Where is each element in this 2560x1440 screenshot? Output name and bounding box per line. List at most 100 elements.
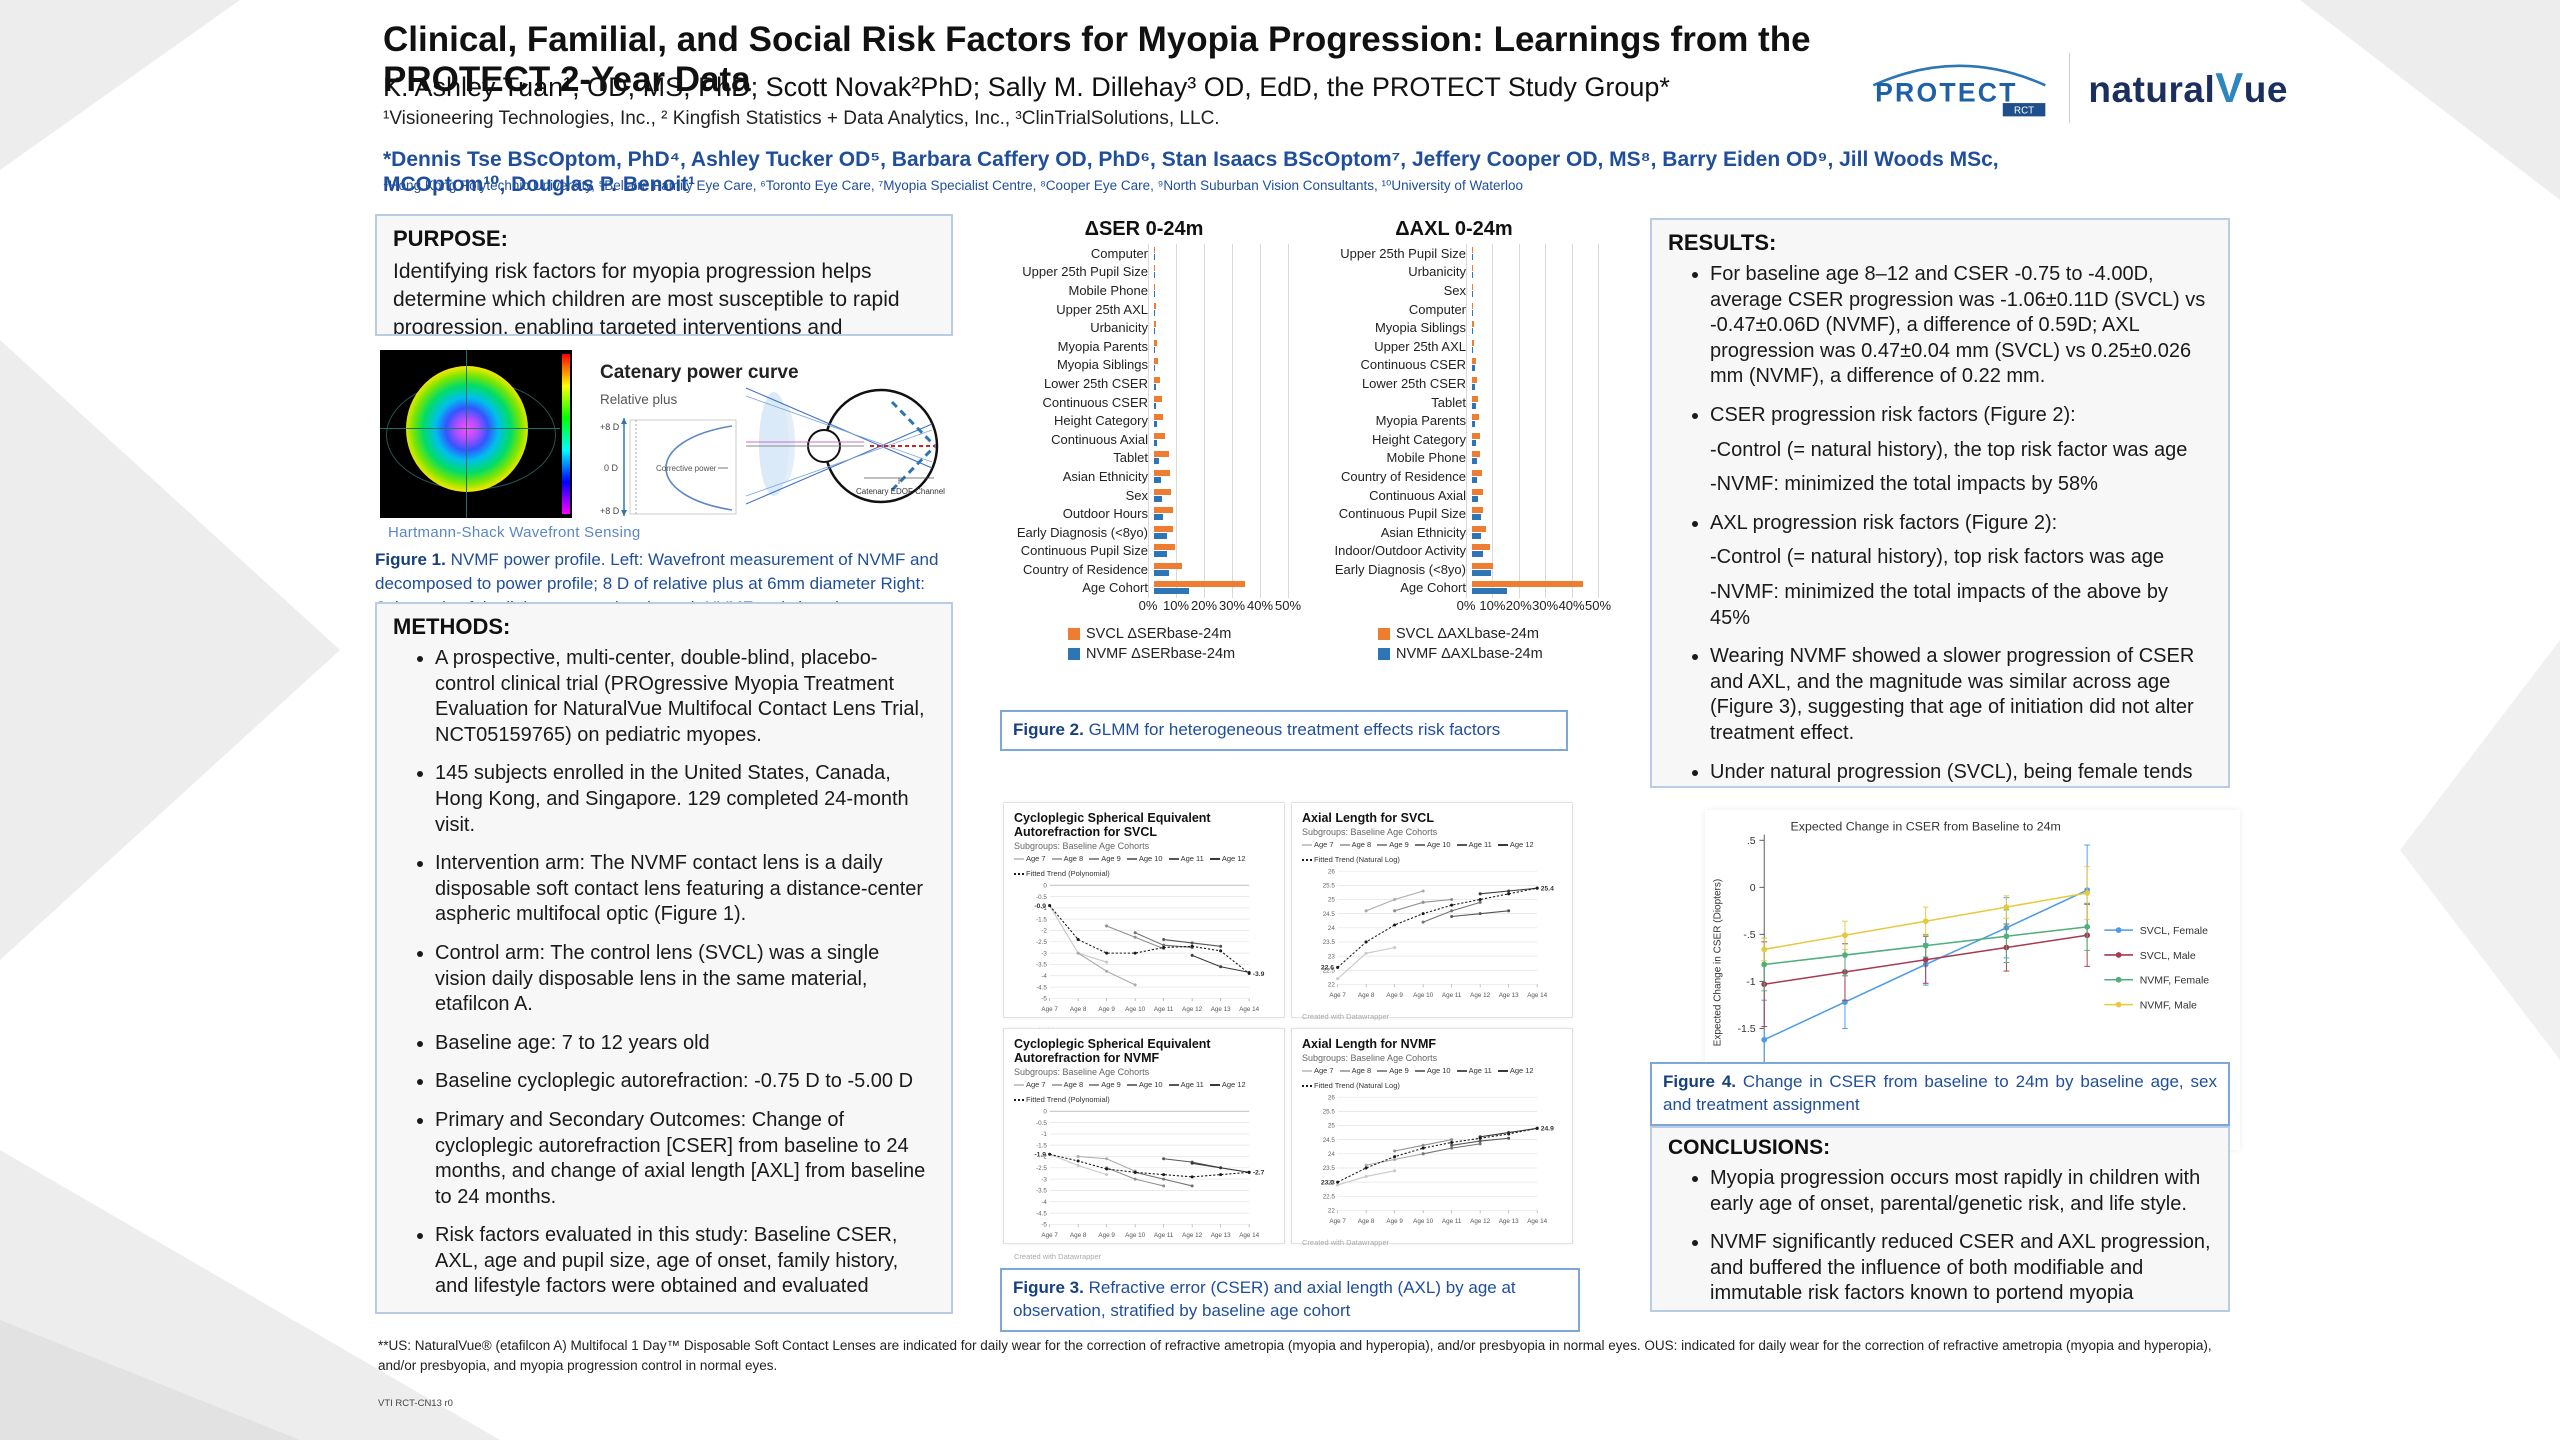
bar-row: Upper 25th Pupil Size [1308, 244, 1600, 263]
legend-item: Fitted Trend (Polynomial) [1014, 1095, 1110, 1104]
bar [1154, 451, 1169, 458]
bar-category-label: Lower 25th CSER [1043, 375, 1148, 391]
bar-category-label: Lower 25th CSER [1361, 375, 1466, 391]
bar [1472, 328, 1474, 335]
mini-chart-subtitle: Subgroups: Baseline Age Cohorts [1014, 1067, 1150, 1077]
figure2-caption-text: GLMM for heterogeneous treatment effects… [1083, 720, 1501, 739]
bar-category-label: Continuous Axial [1051, 431, 1148, 447]
mini-chart-subtitle: Subgroups: Baseline Age Cohorts [1014, 841, 1150, 851]
svg-text:-5: -5 [1041, 996, 1047, 1003]
bar-row: Country of Residence [1308, 467, 1600, 486]
mini-chart-footer: Created with Datawrapper [1302, 1012, 1390, 1021]
mini-chart-title: Axial Length for SVCL [1302, 811, 1434, 825]
bar [1472, 588, 1508, 595]
axis-tick-label: 50% [1584, 598, 1612, 613]
legend-item: Age 7 [1302, 1066, 1334, 1075]
svg-text:26: 26 [1328, 868, 1335, 875]
mini-chart-subtitle: Subgroups: Baseline Age Cohorts [1302, 1053, 1438, 1063]
svg-text:Catenary EDOF Channel: Catenary EDOF Channel [856, 487, 945, 496]
bar-category-label: Height Category [1372, 431, 1466, 447]
catenary-diagram: Catenary power curve Relative plus +8 D … [592, 352, 954, 522]
bar [1472, 402, 1476, 409]
legend-item: Age 8 [1051, 1080, 1083, 1089]
purpose-text: Identifying risk factors for myopia prog… [393, 260, 900, 336]
protect-badge: RCT [2014, 106, 2034, 117]
background-shape [2400, 640, 2560, 1060]
figure3-chart-cser-svcl: Cycloplegic Spherical Equivalent Autoref… [1003, 802, 1285, 1035]
bar-row: Myopia Parents [998, 337, 1290, 356]
bar [1154, 339, 1157, 346]
background-shape [0, 0, 240, 170]
svg-text:SVCL, Male: SVCL, Male [2140, 950, 2196, 962]
bar [1154, 328, 1155, 335]
legend-item: Age 10 [1414, 840, 1451, 849]
bar [1472, 365, 1475, 372]
legend-item: Age 8 [1051, 854, 1083, 863]
svg-text:Age 10: Age 10 [1125, 1232, 1145, 1239]
bar-row: Continuous Pupil Size [998, 542, 1290, 561]
axis-tick-label: 10% [1479, 598, 1506, 613]
svg-text:Age 8: Age 8 [1358, 992, 1375, 999]
bar [1154, 395, 1163, 402]
bar [1154, 383, 1156, 390]
wavefront-caption: Hartmann-Shack Wavefront Sensing [388, 524, 641, 541]
mini-chart-footer: Created with Datawrapper [1014, 1252, 1102, 1261]
svg-text:-1.5: -1.5 [1036, 1142, 1047, 1149]
svg-text:Age 7: Age 7 [1041, 1006, 1058, 1013]
list-item: CSER progression risk factors (Figure 2)… [1710, 403, 2212, 498]
bar-row: Tablet [998, 449, 1290, 468]
svg-text:22.5: 22.5 [1323, 968, 1336, 975]
svg-text:-4: -4 [1041, 973, 1047, 980]
mini-chart-legend: Age 7 Age 8 Age 9 Age 10 Age 11 Age 12 Fitted … [1302, 1066, 1562, 1090]
bar-row: Lower 25th CSER [998, 374, 1290, 393]
legend-item: Age 9 [1089, 1080, 1121, 1089]
legend-item: Fitted Trend (Natural Log) [1302, 855, 1400, 864]
svg-text:Age 12: Age 12 [1182, 1232, 1202, 1239]
logo-divider [2068, 53, 2071, 123]
bar [1472, 346, 1474, 353]
svg-text:Age 12: Age 12 [1470, 1218, 1490, 1225]
bar [1472, 395, 1478, 402]
axis-tick-label: 40% [1558, 598, 1585, 613]
svg-text:Age 9: Age 9 [1386, 1218, 1403, 1225]
svg-text:-1.5: -1.5 [1036, 916, 1047, 923]
bar-category-label: Sex [1125, 487, 1148, 503]
svg-text:-3.5: -3.5 [1036, 1188, 1047, 1195]
bar [1472, 495, 1479, 502]
mini-chart-subtitle: Subgroups: Baseline Age Cohorts [1302, 827, 1438, 837]
list-item: 145 subjects enrolled in the United Stat… [435, 761, 935, 838]
bar [1154, 495, 1163, 502]
svg-text:-0.5: -0.5 [1036, 894, 1047, 901]
bar-category-label: Country of Residence [1022, 561, 1148, 577]
axis-tick-label: 20% [1190, 598, 1218, 613]
bar-row: Urbanicity [1308, 263, 1600, 282]
bar-row: Continuous Pupil Size [1308, 504, 1600, 523]
bar-row: Indoor/Outdoor Activity [1308, 542, 1600, 561]
bar-row: Upper 25th Pupil Size [998, 263, 1290, 282]
bar-category-label: Country of Residence [1340, 468, 1466, 484]
figure1-caption-label: Figure 1. [375, 550, 446, 569]
wavefront-power-map [406, 366, 528, 492]
bar-row: Height Category [998, 411, 1290, 430]
figure3-caption-text: Refractive error (CSER) and axial length… [1013, 1278, 1516, 1320]
bar [1154, 321, 1157, 328]
bar-category-label: Myopia Siblings [1374, 320, 1466, 336]
svg-text:Age 11: Age 11 [1154, 1006, 1174, 1013]
bar-row: Asian Ethnicity [1308, 523, 1600, 542]
bar-category-label: Upper 25th AXL [1056, 301, 1148, 317]
svg-text:24: 24 [1328, 1151, 1335, 1158]
svg-text:26: 26 [1328, 1094, 1335, 1101]
svg-text:Age 8: Age 8 [1070, 1006, 1087, 1013]
legend-item: Age 8 [1339, 1066, 1371, 1075]
bar-row: Outdoor Hours [998, 504, 1290, 523]
legend-item: SVCL ΔSERbase-24m [1068, 626, 1231, 642]
bar [1154, 507, 1173, 514]
chart-legend: SVCL ΔAXLbase-24m NVMF ΔAXLbase-24m [1308, 626, 1600, 662]
bar [1472, 514, 1481, 521]
svg-text:Age 9: Age 9 [1098, 1232, 1115, 1239]
bar [1154, 358, 1159, 365]
svg-text:NVMF, Male: NVMF, Male [2140, 999, 2197, 1011]
legend-item: Age 12 [1497, 840, 1534, 849]
figure3-chart-axl-nvmf: Axial Length for NVMF Subgroups: Baselin… [1291, 1028, 1573, 1247]
mini-chart-legend: Age 7 Age 8 Age 9 Age 10 Age 11 Age 12 Fitted … [1014, 1080, 1274, 1104]
